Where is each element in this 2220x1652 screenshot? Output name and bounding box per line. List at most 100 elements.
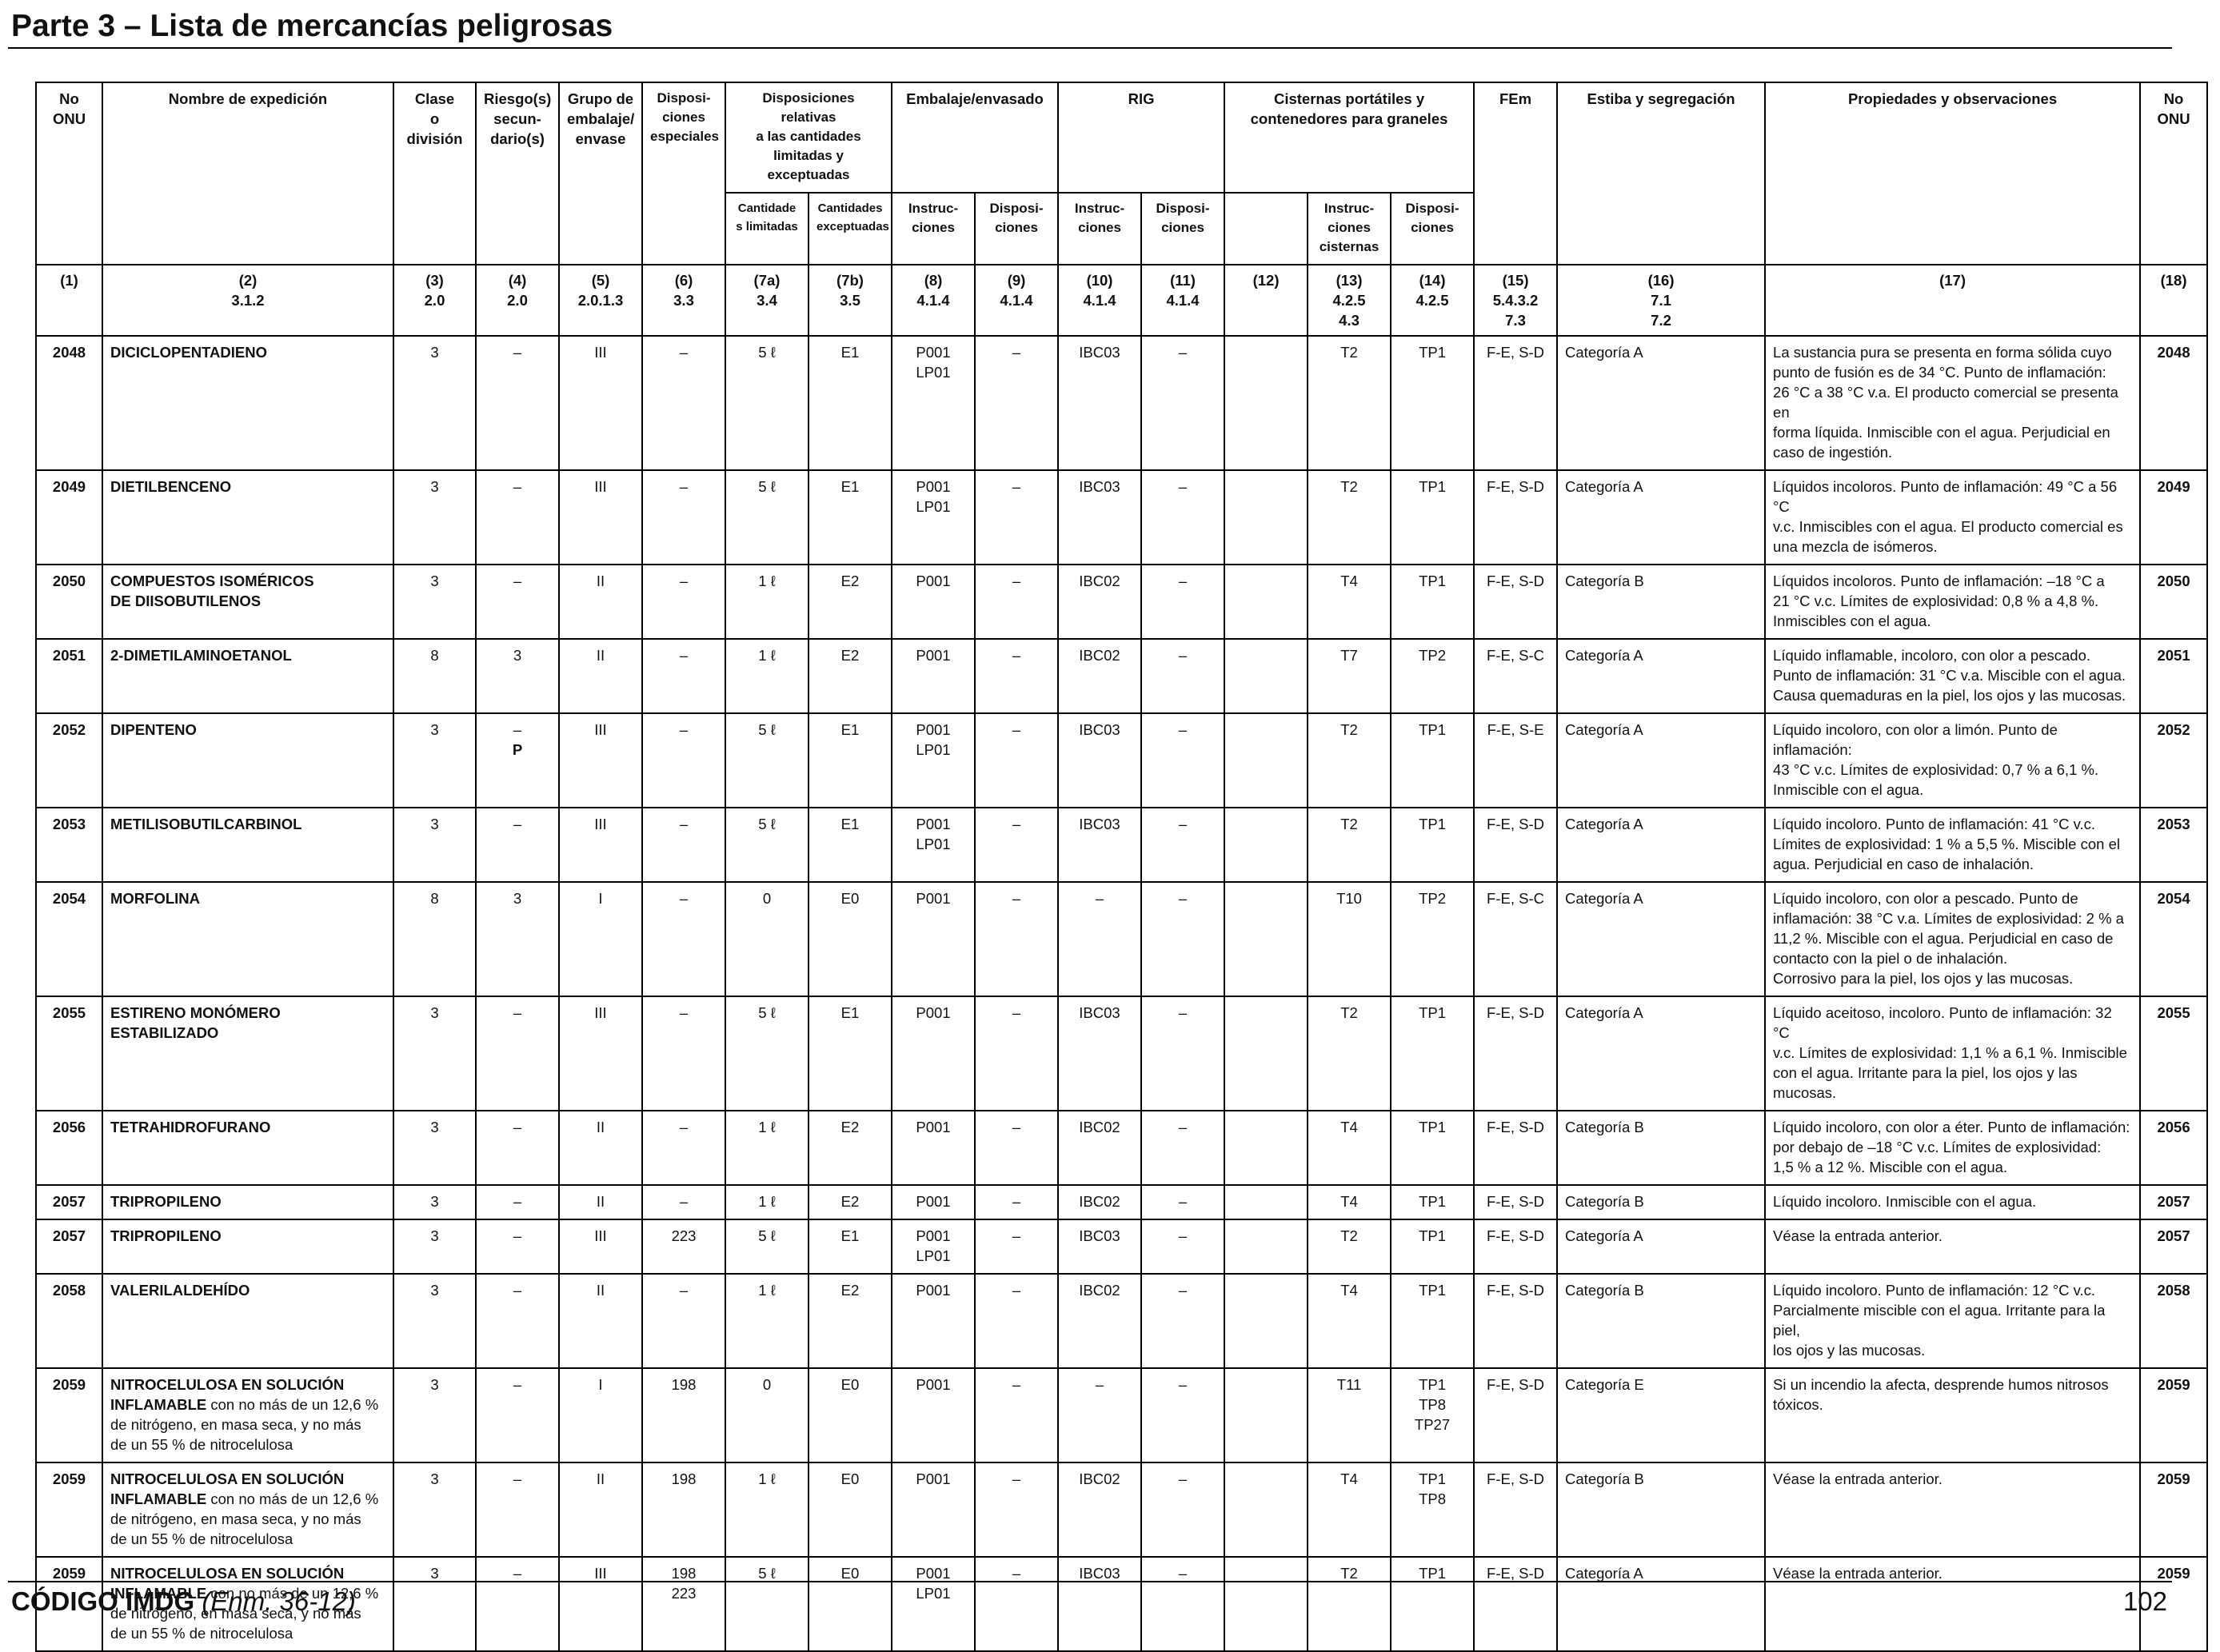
stowage-cell: Categoría B [1556, 1462, 1767, 1558]
ibc-provision-cell: – [1140, 564, 1226, 640]
packing-group-cell: II [558, 1462, 643, 1558]
special-provisions-cell: 223 [641, 1219, 726, 1275]
packing-instruction-cell-line: P001 [916, 1193, 951, 1210]
packing-instruction-cell-line: LP01 [916, 1247, 951, 1264]
stowage-cell: Categoría A [1556, 335, 1767, 471]
column-12-cell [1224, 335, 1309, 471]
excepted-quantity-cell: E0 [808, 1556, 892, 1652]
limited-quantity-cell: 1 ℓ [725, 1273, 809, 1369]
excepted-quantity-cell: E1 [808, 996, 892, 1111]
tank-provision-cell: TP1 [1390, 996, 1475, 1111]
page-header: Parte 3 – Lista de mercancías peligrosas [11, 8, 2170, 45]
properties-cell: Líquido incoloro. Punto de inflamación: … [1764, 1273, 2142, 1369]
shipping-name-cell: TRIPROPILENO [102, 1184, 394, 1220]
col-header-nombre: Nombre de expedición [102, 82, 394, 265]
tank-instruction-cell: T2 [1307, 1556, 1392, 1652]
properties-cell-line: punto de fusión es de 34 °C. Punto de in… [1773, 364, 2106, 381]
shipping-name-bold: 2-DIMETILAMINOETANOL [110, 647, 292, 664]
stowage-cell: Categoría B [1556, 1184, 1767, 1220]
column-number-cell: (4) 2.0 [475, 264, 560, 337]
table-header: No ONU Nombre de expedición Clase o divisió… [35, 82, 2209, 265]
ibc-instruction-cell: IBC03 [1057, 807, 1143, 883]
class-cell: 3 [393, 1273, 477, 1369]
column-12-cell [1224, 1462, 1309, 1558]
footer-code: CÓDIGO IMDG [11, 1586, 195, 1616]
un-number-cell: 2057 [35, 1219, 103, 1275]
class-cell: 3 [393, 1367, 477, 1463]
ibc-provision-cell: – [1140, 881, 1226, 997]
shipping-name-normal: con no más de un 12,6 % [206, 1396, 379, 1413]
column-12-cell [1224, 1184, 1309, 1220]
un-number-cell-right: 2059 [2139, 1462, 2209, 1558]
column-number-line: 4.1.4 [1166, 292, 1200, 309]
footer-rule [8, 1581, 2172, 1582]
properties-cell-line: Líquidos incoloros. Punto de inflamación… [1773, 478, 2118, 515]
packing-group-cell: II [558, 1273, 643, 1369]
column-12-cell [1224, 638, 1309, 714]
special-provisions-cell: – [641, 564, 726, 640]
shipping-name-normal: de nitrógeno, en masa seca, y no más [110, 1510, 361, 1527]
packing-instruction-cell-line: P001 [916, 647, 951, 664]
excepted-quantity-cell: E1 [808, 1219, 892, 1275]
shipping-name-bold: INFLAMABLE [110, 1585, 207, 1602]
ibc-provision-cell: – [1140, 1462, 1226, 1558]
limited-quantity-cell: 5 ℓ [725, 807, 809, 883]
table-row: 2054 MORFOLINA 8 3 I –0 E0 P001– – – T10 TP2 F-E, S-… [35, 881, 2209, 997]
packing-group-cell: II [558, 1110, 643, 1186]
limited-quantity-value: 0 [762, 1376, 772, 1393]
limited-quantity-value: 5 ℓ [758, 721, 776, 738]
packing-instruction-cell: P001 LP01 [891, 469, 976, 565]
ems-cell: F-E, S-D [1473, 469, 1559, 565]
properties-cell-line: Líquidos incoloros. Punto de inflamación… [1773, 573, 2105, 589]
un-number-cell: 2058 [35, 1273, 103, 1369]
un-number-cell: 2059 [35, 1367, 103, 1463]
properties-cell-line: Líquido aceitoso, incoloro. Punto de inf… [1773, 1004, 2112, 1041]
shipping-name-bold: INFLAMABLE [110, 1396, 207, 1413]
column-number-cell: (12) [1224, 264, 1309, 337]
un-number-cell: 2054 [35, 881, 103, 997]
excepted-quantity-cell: E0 [808, 1462, 892, 1558]
properties-cell-line: caso de ingestión. [1773, 444, 1893, 461]
column-number-line: 4.3 [1339, 312, 1360, 329]
tank-provision-cell: TP1 TP8 [1390, 1462, 1475, 1558]
packing-instruction-cell-line: LP01 [916, 498, 951, 515]
properties-cell-line: Véase la entrada anterior. [1773, 1470, 1942, 1487]
properties-cell-line: forma líquida. Inmiscible con el agua. P… [1773, 424, 2110, 441]
packing-instruction-cell-line: P001 [916, 573, 951, 589]
properties-cell-line: Si un incendio la afecta, desprende humo… [1773, 1376, 2109, 1393]
properties-cell: Líquidos incoloros. Punto de inflamación… [1764, 469, 2142, 565]
col-header-fem: FEm [1473, 82, 1559, 265]
packing-provision-cell: – [973, 469, 1060, 565]
properties-cell-line: tóxicos. [1773, 1396, 1823, 1413]
packing-instruction-cell: P001 [891, 638, 976, 714]
limited-quantity-cell: 5 ℓ [725, 1219, 809, 1275]
class-cell: 3 [393, 564, 477, 640]
tank-instruction-cell: T2 [1307, 335, 1392, 471]
special-provisions-cell: 198 [641, 1367, 726, 1463]
col-header-no-onu-right: No ONU [2139, 82, 2209, 265]
class-cell: 3 [393, 335, 477, 471]
excepted-quantity-cell: E2 [808, 638, 892, 714]
un-number-cell-right: 2057 [2139, 1184, 2209, 1220]
limited-quantity-cell: 5 ℓ [725, 996, 809, 1111]
col-header-embalaje: Embalaje/envasado [890, 82, 1060, 194]
properties-cell-line: Líquido incoloro, con olor a limón. Punt… [1773, 721, 2058, 758]
properties-cell-line: v.c. Inmiscibles con el agua. El product… [1773, 518, 2123, 535]
class-cell: 3 [393, 1462, 477, 1558]
tank-provision-cell-line: TP1 [1419, 1119, 1446, 1135]
col-header-disposiciones-especiales: Disposi-ciones especiales [641, 82, 726, 265]
limited-quantity-value: 5 ℓ [758, 344, 776, 361]
packing-instruction-cell-line: P001 [916, 1565, 951, 1582]
stowage-cell: Categoría A [1556, 807, 1767, 883]
un-number-cell-right: 2049 [2139, 469, 2209, 565]
packing-group-cell: III [558, 469, 643, 565]
shipping-name-bold: METILISOBUTILCARBINOL [110, 816, 302, 832]
ibc-instruction-cell: – [1057, 881, 1143, 997]
tank-instruction-cell: T2 [1307, 807, 1392, 883]
packing-group-cell: I [558, 881, 643, 997]
header-row-main: No ONU Nombre de expedición Clase o divisió… [35, 82, 2209, 265]
subsidiary-risk-cell: – [475, 1273, 560, 1369]
column-12-cell [1224, 996, 1309, 1111]
packing-instruction-cell-line: P001 [916, 478, 951, 495]
packing-instruction-cell-line: P001 [916, 721, 951, 738]
